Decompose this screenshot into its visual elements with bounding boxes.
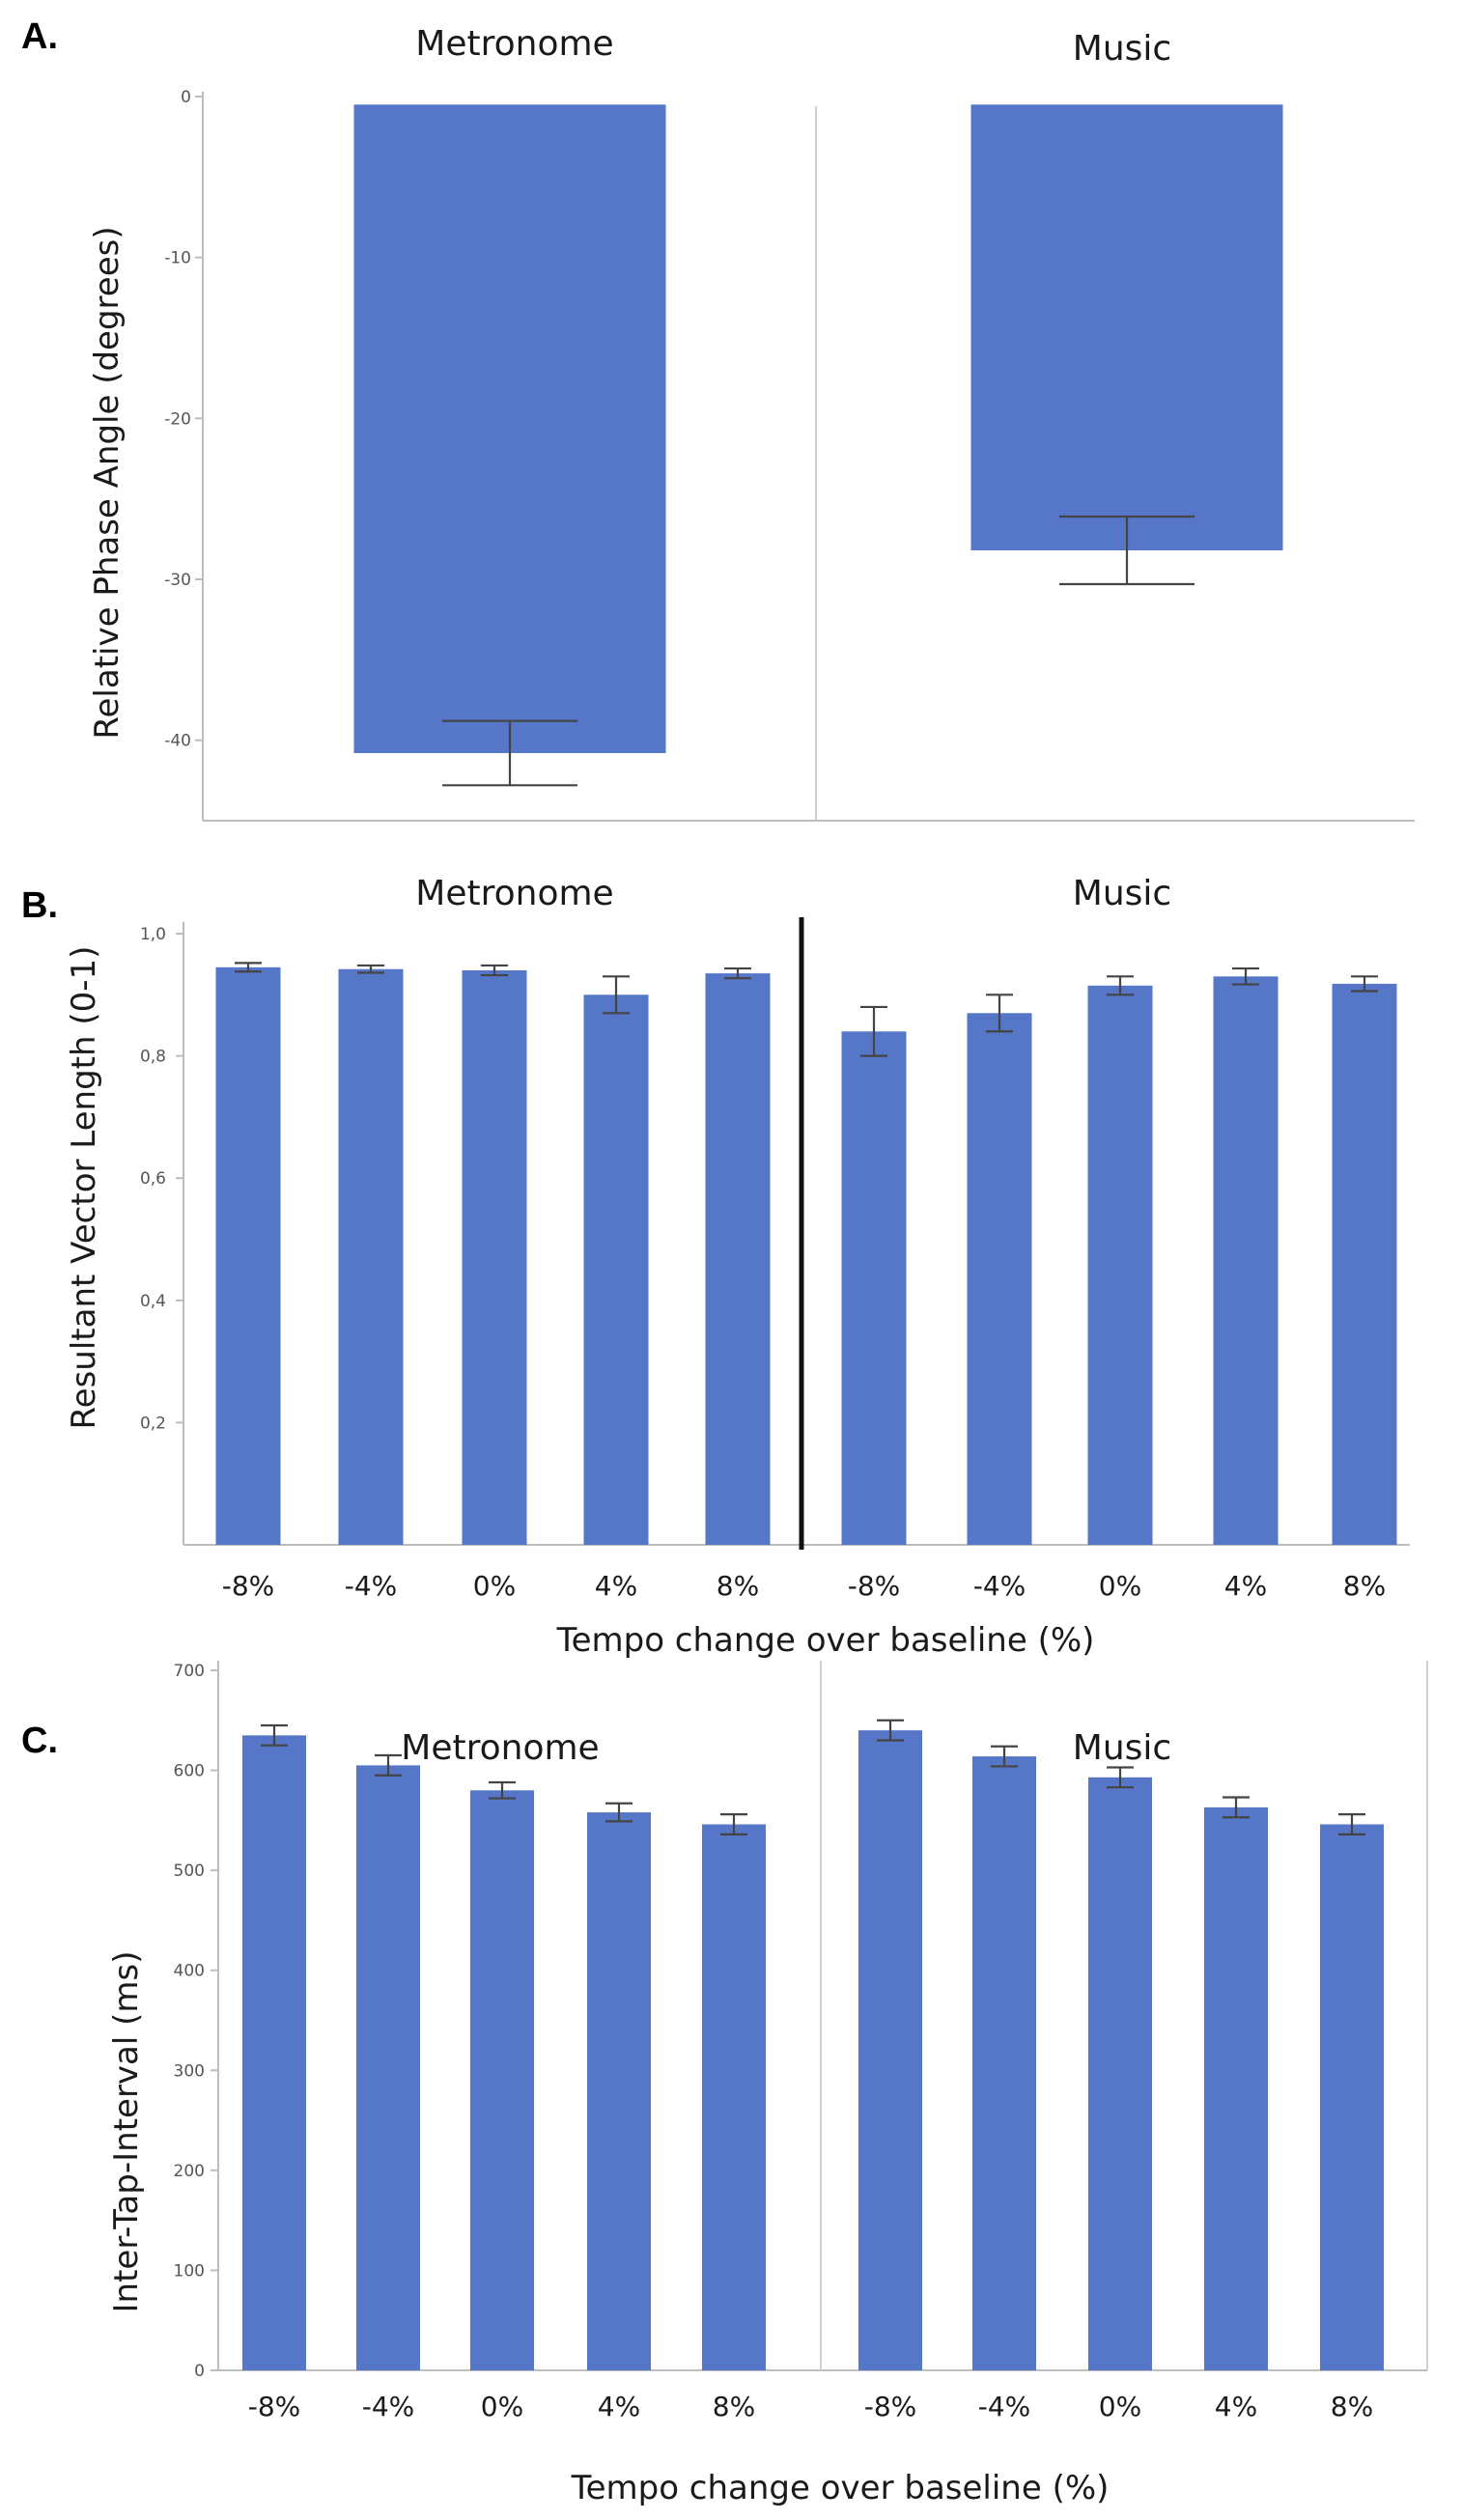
y-tick-label: 600 [174,1762,205,1781]
bar-metronome--8% [215,966,281,1545]
x-category-label: 8% [713,2391,755,2422]
y-tick-label: -30 [164,571,191,590]
bar-metronome-8% [702,1824,766,2370]
panel-a: A. Metronome Music Relative Phase Angle … [21,16,1415,822]
bar-music [970,104,1283,550]
bar-music--8% [841,1031,907,1545]
panel-a-group-title-metronome: Metronome [415,24,613,64]
panel-c-label: C. [21,1721,58,1761]
y-tick-label: 300 [174,2061,205,2081]
y-tick-label: 700 [174,1662,205,1681]
panel-b-label: B. [21,885,58,926]
bar-metronome-0% [462,969,527,1545]
y-tick-label: 400 [174,1962,205,1981]
bar-music-8% [1332,983,1397,1545]
bar-music-8% [1320,1824,1384,2370]
bar-metronome [353,104,666,754]
x-category-label: -4% [362,2391,415,2422]
x-category-label: 8% [1331,2391,1373,2422]
panel-b-y-axis-title: Resultant Vector Length (0-1) [65,946,103,1430]
x-category-label: 4% [1224,1570,1267,1602]
y-tick-label: -20 [164,409,191,429]
y-tick-label: 200 [174,2162,205,2181]
panel-b: B. Metronome Music Resultant Vector Leng… [21,874,1410,1660]
panel-b-group-title-music: Music [1073,874,1171,913]
panel-c-group-title-metronome: Metronome [401,1728,599,1768]
bar-metronome--8% [242,1735,306,2370]
x-category-label: 4% [598,2391,640,2422]
bar-music-0% [1088,1777,1152,2370]
bar-music--8% [858,1730,922,2370]
y-tick-label: 0,8 [140,1048,166,1067]
panel-b-x-axis-title: Tempo change over baseline (%) [556,1621,1095,1660]
panel-c-x-axis-title: Tempo change over baseline (%) [571,2469,1110,2507]
y-tick-label: 0 [181,88,191,107]
x-category-label: 0% [473,1570,516,1602]
bar-metronome-4% [583,994,649,1545]
y-tick-label: 100 [174,2261,205,2281]
y-tick-label: 0,4 [140,1292,166,1311]
bar-music-4% [1204,1806,1268,2370]
y-tick-label: 0,6 [140,1169,166,1189]
bar-metronome-4% [587,1812,651,2370]
x-category-label: 0% [481,2391,523,2422]
x-category-label: -8% [248,2391,301,2422]
y-tick-label: 0 [194,2362,205,2381]
panel-a-group-title-music: Music [1073,29,1171,69]
x-category-label: -4% [345,1570,398,1602]
panel-c: C. Metronome Music Inter-Tap-Interval (m… [21,1661,1428,2507]
panel-c-group-title-music: Music [1073,1728,1171,1768]
y-tick-label: -10 [164,249,191,268]
bar-music-4% [1213,976,1279,1545]
x-category-label: -8% [864,2391,917,2422]
x-category-label: 0% [1099,2391,1141,2422]
x-category-label: 8% [717,1570,759,1602]
x-category-label: 8% [1343,1570,1386,1602]
bar-metronome-0% [470,1790,534,2370]
x-category-label: 4% [1215,2391,1257,2422]
bar-music-0% [1087,985,1153,1545]
y-tick-label: -40 [164,732,191,751]
panel-a-label: A. [21,16,58,57]
panel-b-group-title-metronome: Metronome [415,874,613,913]
y-tick-label: 1,0 [140,925,166,944]
panel-c-y-axis-title: Inter-Tap-Interval (ms) [107,1951,146,2313]
x-category-label: 4% [595,1570,637,1602]
x-category-label: -4% [978,2391,1031,2422]
bar-metronome--4% [356,1765,420,2370]
x-category-label: -8% [848,1570,901,1602]
y-tick-label: 0,2 [140,1414,166,1433]
bar-music--4% [967,1013,1032,1545]
panel-a-y-axis-title: Relative Phase Angle (degrees) [88,226,127,739]
x-category-label: -4% [973,1570,1026,1602]
bar-music--4% [972,1756,1036,2370]
bar-metronome--4% [338,968,404,1545]
y-tick-label: 500 [174,1862,205,1881]
x-category-label: -8% [222,1570,275,1602]
bar-metronome-8% [705,973,771,1545]
x-category-label: 0% [1099,1570,1141,1602]
